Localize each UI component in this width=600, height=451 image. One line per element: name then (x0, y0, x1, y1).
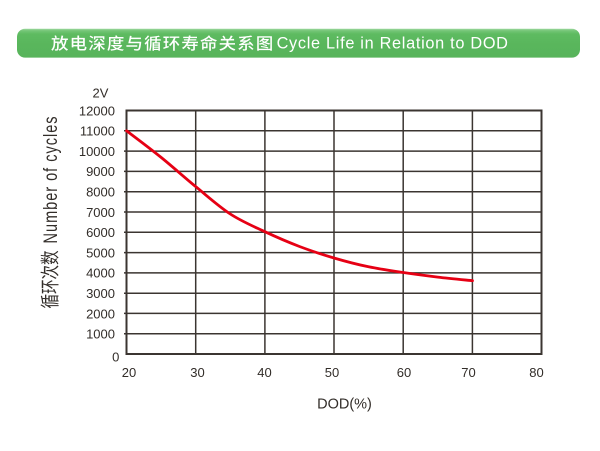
svg-text:10000: 10000 (79, 144, 115, 159)
svg-text:11000: 11000 (80, 124, 115, 139)
svg-text:5000: 5000 (86, 245, 115, 260)
svg-text:50: 50 (325, 365, 339, 380)
svg-text:12000: 12000 (79, 103, 115, 118)
svg-text:2V: 2V (93, 86, 109, 101)
svg-text:30: 30 (190, 365, 204, 380)
svg-text:7000: 7000 (86, 205, 115, 220)
svg-text:Cycle Life in Relation to DOD: Cycle Life in Relation to DOD (277, 35, 509, 53)
svg-text:20: 20 (122, 365, 136, 380)
svg-text:80: 80 (529, 365, 543, 380)
svg-text:70: 70 (461, 365, 475, 380)
svg-text:3000: 3000 (86, 286, 115, 301)
svg-text:6000: 6000 (86, 225, 115, 240)
svg-text:9000: 9000 (86, 164, 115, 179)
svg-text:8000: 8000 (86, 185, 115, 200)
svg-text:4000: 4000 (86, 266, 115, 281)
svg-text:DOD(%): DOD(%) (317, 397, 372, 413)
svg-text:1000: 1000 (86, 327, 115, 342)
svg-text:40: 40 (257, 365, 271, 380)
svg-text:0: 0 (112, 349, 119, 364)
svg-text:2000: 2000 (86, 306, 115, 321)
svg-text:Number of cycles: Number of cycles (39, 115, 62, 243)
svg-text:60: 60 (397, 365, 411, 380)
